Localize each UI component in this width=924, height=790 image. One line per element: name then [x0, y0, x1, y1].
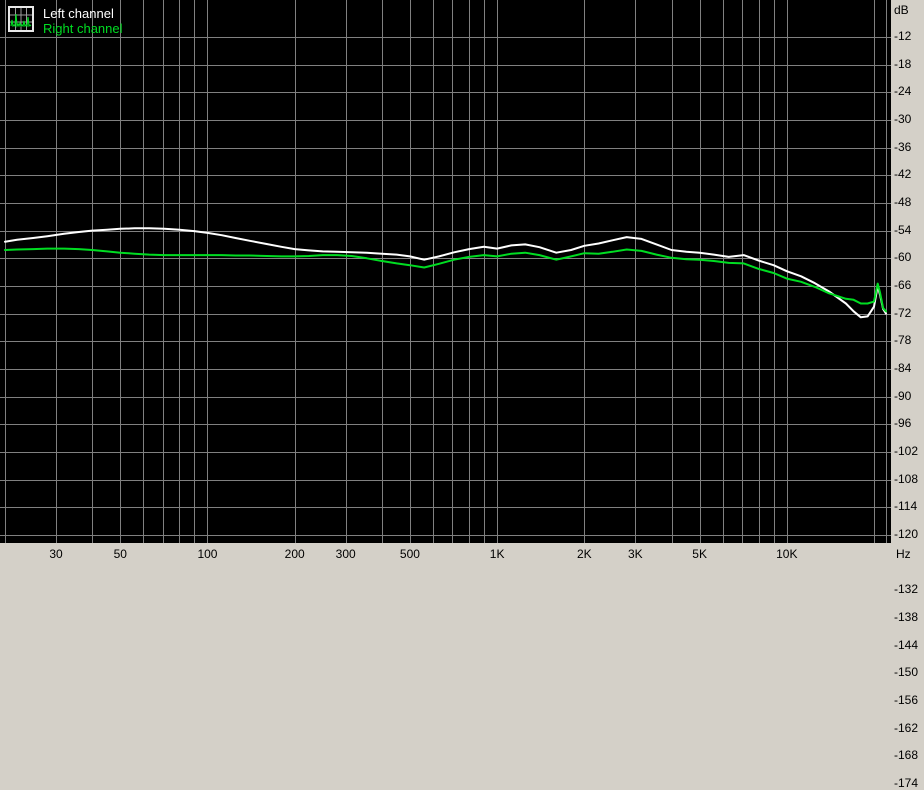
y-axis-title: dB [894, 3, 909, 17]
y-axis-tick: -54 [894, 222, 912, 237]
x-axis-tick: 200 [284, 547, 305, 561]
y-axis-tick: -144 [894, 637, 919, 652]
y-axis-tick: -24 [894, 84, 912, 99]
y-axis-tick: -174 [894, 775, 919, 790]
y-axis-tick: -168 [894, 748, 919, 763]
x-axis-tick: 50 [113, 547, 127, 561]
y-axis-tick: -150 [894, 665, 919, 680]
legend-labels: Left channel Right channel [43, 6, 123, 36]
trace-left-channel [4, 227, 887, 319]
y-axis-tick: -138 [894, 609, 919, 624]
y-axis: -12 -18 -24 -30 -36 -42 -48 -54 -60 -66 -72 -78 -84 -… [891, 0, 924, 789]
y-axis-tick: -42 [894, 167, 912, 182]
x-axis-title: Hz [896, 547, 911, 561]
legend: Left channel Right channel [8, 6, 123, 36]
trace-right-channel [4, 247, 887, 313]
y-axis-tick: -72 [894, 305, 912, 320]
y-axis-tick: -60 [894, 250, 912, 265]
y-axis-tick: -36 [894, 139, 912, 154]
y-axis-tick: -156 [894, 692, 919, 707]
y-axis-tick: -102 [894, 443, 919, 458]
x-axis-tick: 100 [197, 547, 218, 561]
spectrum-plot-svg [0, 0, 891, 543]
grid-lines [0, 0, 891, 543]
x-axis-tick: 30 [49, 547, 63, 561]
y-axis-tick: -162 [894, 720, 919, 735]
x-axis-tick: 5K [692, 547, 707, 561]
x-axis-tick: 10K [776, 547, 798, 561]
x-axis-tick: 500 [399, 547, 420, 561]
y-axis-tick: -120 [894, 526, 919, 541]
y-axis-tick: -66 [894, 277, 912, 292]
y-axis-tick: -48 [894, 194, 912, 209]
legend-item-left-channel[interactable]: Left channel [43, 6, 114, 21]
x-axis-tick: 300 [335, 547, 356, 561]
x-axis: 30 50 100 200 300 500 1K 2K 3K 5K 10K [0, 543, 924, 567]
y-axis-tick: -108 [894, 471, 919, 486]
y-axis-tick: -78 [894, 333, 912, 348]
y-axis-tick: -132 [894, 582, 919, 597]
y-axis-tick: -114 [894, 499, 918, 514]
spectrum-plot-area[interactable]: Left channel Right channel [0, 0, 891, 543]
y-axis-tick: -96 [894, 416, 912, 431]
y-axis-tick: -12 [894, 29, 912, 43]
y-axis-tick: -90 [894, 388, 912, 403]
x-axis-tick: 3K [628, 547, 643, 561]
x-axis-tick: 1K [489, 547, 505, 561]
y-axis-tick: -18 [894, 56, 912, 71]
series-traces [4, 227, 887, 319]
x-axis-tick: 2K [576, 547, 592, 561]
y-axis-tick: -84 [894, 360, 912, 375]
spectrum-thumbnail-icon [8, 6, 34, 32]
y-axis-tick: -30 [894, 111, 912, 126]
legend-item-right-channel[interactable]: Right channel [43, 21, 123, 36]
